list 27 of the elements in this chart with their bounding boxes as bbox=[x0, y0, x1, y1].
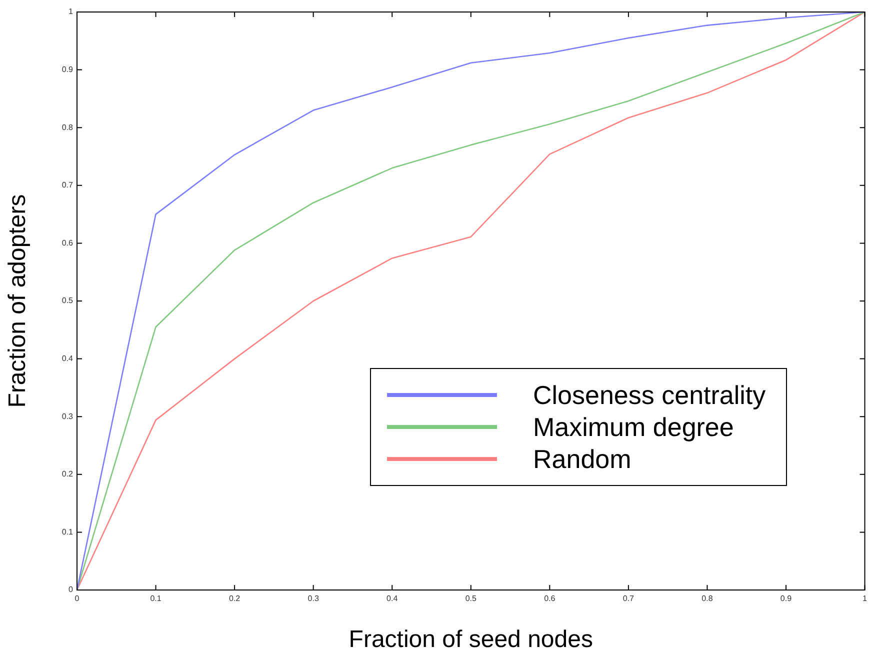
x-axis-title: Fraction of seed nodes bbox=[348, 626, 593, 654]
y-tick-label: 0 bbox=[68, 585, 74, 594]
x-tick-label: 0.2 bbox=[228, 594, 241, 604]
legend-label: Random bbox=[533, 443, 632, 475]
legend-label: Closeness centrality bbox=[533, 379, 766, 411]
y-tick-label: 0.3 bbox=[62, 412, 74, 421]
y-tick-label: 0.4 bbox=[62, 354, 74, 364]
y-tick-label: 0.1 bbox=[62, 527, 74, 536]
x-tick-label: 0.1 bbox=[150, 594, 162, 604]
y-tick-label: 0.5 bbox=[62, 296, 74, 306]
x-tick-label: 0.8 bbox=[702, 594, 714, 604]
x-tick-label: 0.3 bbox=[308, 594, 320, 604]
y-tick-label: 0.6 bbox=[62, 238, 74, 248]
x-tick-label: 1 bbox=[862, 594, 868, 604]
x-tick-label: 0.9 bbox=[780, 594, 792, 604]
x-tick-label: 0.6 bbox=[544, 594, 556, 604]
y-axis-title: Fraction of adopters bbox=[4, 194, 32, 408]
x-tick-label: 0 bbox=[74, 594, 80, 604]
y-tick-label: 0.9 bbox=[62, 65, 74, 74]
y-tick-label: 1 bbox=[68, 7, 74, 16]
x-tick-label: 0.4 bbox=[386, 594, 398, 604]
y-tick-label: 0.2 bbox=[62, 470, 74, 479]
x-tick-label: 0.5 bbox=[465, 594, 477, 604]
y-tick-label: 0.8 bbox=[62, 122, 74, 132]
x-tick-label: 0.7 bbox=[622, 594, 635, 604]
y-tick-label: 0.7 bbox=[62, 180, 74, 190]
legend-label: Maximum degree bbox=[533, 411, 734, 443]
